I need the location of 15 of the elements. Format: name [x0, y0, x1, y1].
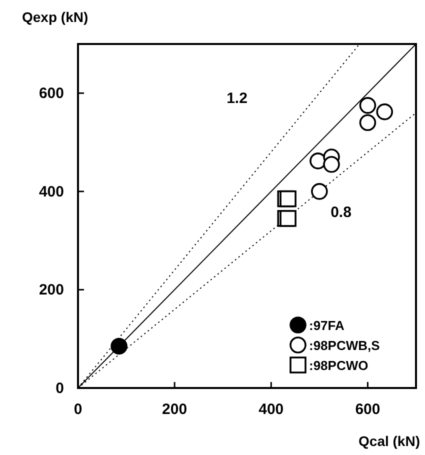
y-tick-label: 200: [38, 282, 64, 299]
legend-label: :97FA: [309, 318, 346, 333]
x-tick-label: 400: [258, 401, 284, 418]
legend-label: :98PCWB,S: [309, 338, 380, 353]
legend-label: :98PCWO: [309, 358, 368, 373]
y-tick-label: 0: [56, 380, 64, 397]
annotation: 0.8: [330, 204, 352, 221]
annotation: 1.2: [226, 90, 248, 107]
y-tick-label: 600: [38, 85, 64, 102]
x-tick-label: 600: [355, 401, 380, 418]
y-tick-label: 400: [38, 183, 64, 200]
x-axis-title: Qcal (kN): [358, 433, 420, 449]
x-tick-label: 0: [74, 401, 82, 418]
x-tick-label: 200: [162, 401, 188, 418]
y-axis-title: Qexp (kN): [22, 9, 88, 25]
